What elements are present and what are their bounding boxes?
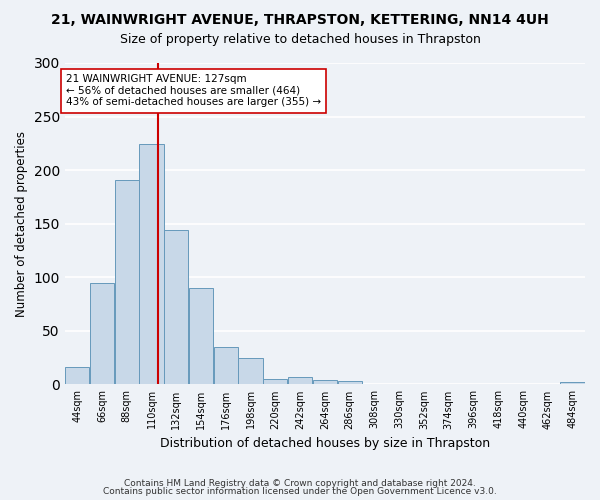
Bar [338, 381, 362, 384]
Bar [90, 282, 114, 384]
Text: Contains public sector information licensed under the Open Government Licence v3: Contains public sector information licen… [103, 487, 497, 496]
X-axis label: Distribution of detached houses by size in Thrapston: Distribution of detached houses by size … [160, 437, 490, 450]
Bar [115, 180, 139, 384]
Bar [313, 380, 337, 384]
Bar [65, 368, 89, 384]
Bar [189, 288, 213, 384]
Bar [139, 144, 164, 384]
Bar [164, 230, 188, 384]
Y-axis label: Number of detached properties: Number of detached properties [15, 130, 28, 316]
Bar [238, 358, 263, 384]
Text: 21 WAINWRIGHT AVENUE: 127sqm
← 56% of detached houses are smaller (464)
43% of s: 21 WAINWRIGHT AVENUE: 127sqm ← 56% of de… [66, 74, 321, 108]
Text: Contains HM Land Registry data © Crown copyright and database right 2024.: Contains HM Land Registry data © Crown c… [124, 478, 476, 488]
Bar [263, 379, 287, 384]
Text: Size of property relative to detached houses in Thrapston: Size of property relative to detached ho… [119, 32, 481, 46]
Text: 21, WAINWRIGHT AVENUE, THRAPSTON, KETTERING, NN14 4UH: 21, WAINWRIGHT AVENUE, THRAPSTON, KETTER… [51, 12, 549, 26]
Bar [560, 382, 585, 384]
Bar [214, 347, 238, 385]
Bar [288, 377, 312, 384]
